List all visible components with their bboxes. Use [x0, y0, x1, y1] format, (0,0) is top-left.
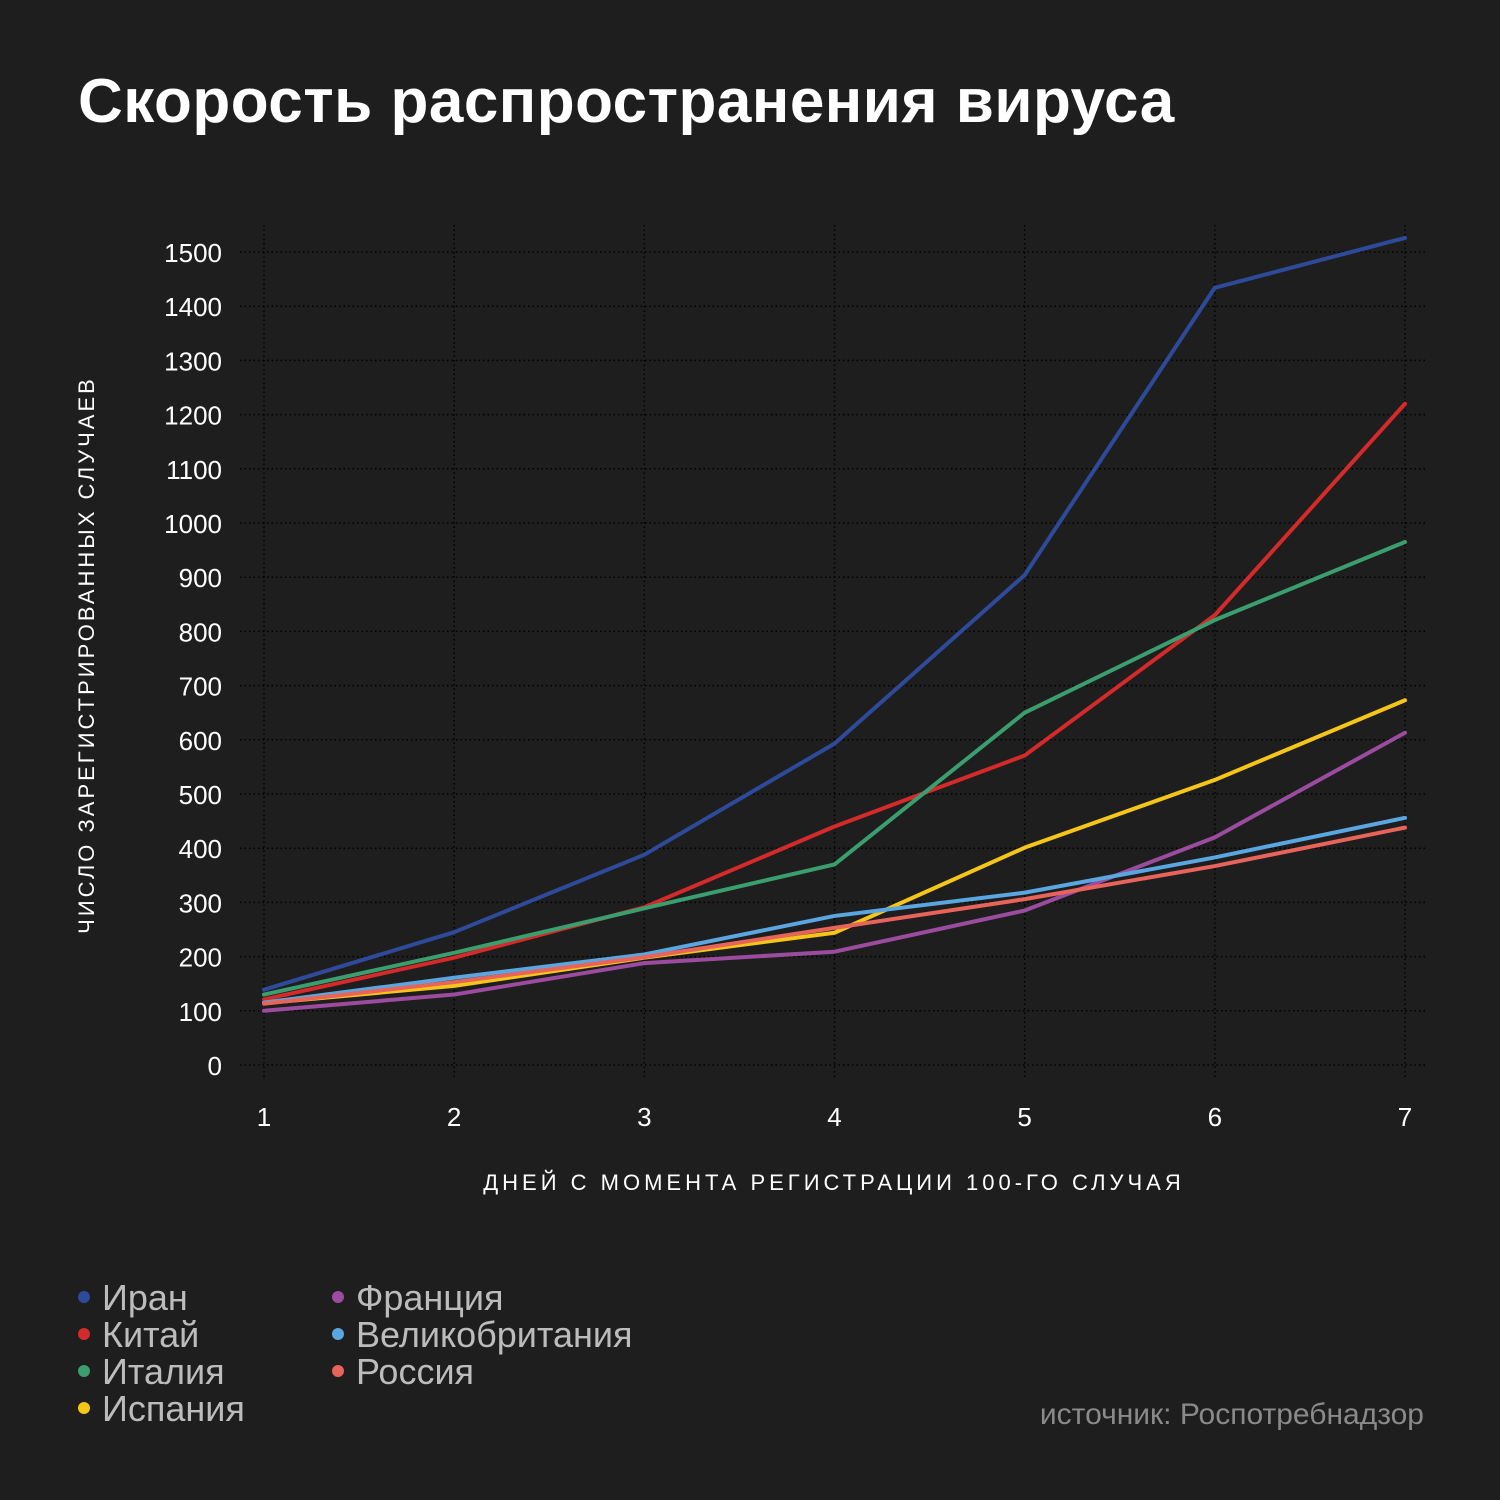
y-tick-label: 800	[179, 617, 222, 647]
y-tick-label: 600	[179, 726, 222, 756]
x-tick-label: 3	[637, 1102, 651, 1132]
legend-item: Италия	[78, 1352, 225, 1392]
y-tick-label: 1200	[164, 401, 222, 431]
legend-dot-icon	[332, 1291, 344, 1304]
legend-item: Иран	[78, 1278, 188, 1318]
y-tick-label: 100	[179, 997, 222, 1027]
legend-item: Россия	[332, 1352, 474, 1392]
legend-dot-icon	[332, 1328, 344, 1341]
x-tick-label: 2	[447, 1102, 461, 1132]
legend-dot-icon	[78, 1402, 90, 1415]
legend-label: Франция	[356, 1277, 504, 1318]
x-tick-label: 5	[1017, 1102, 1031, 1132]
y-tick-label: 900	[179, 563, 222, 593]
y-axis-label: ЧИСЛО ЗАРЕГИСТРИРОВАННЫХ СЛУЧАЕВ	[74, 376, 99, 934]
legend-label: Китай	[102, 1314, 200, 1355]
y-tick-label: 300	[179, 888, 222, 918]
series-line-2	[262, 539, 1407, 997]
y-tick-label: 0	[208, 1051, 222, 1081]
legend-label: Россия	[356, 1351, 475, 1392]
legend-dot-icon	[78, 1365, 90, 1378]
y-tick-label: 1400	[164, 292, 222, 322]
x-tick-label: 7	[1398, 1102, 1412, 1132]
y-tick-label: 1300	[164, 346, 222, 376]
x-axis-label: ДНЕЙ С МОМЕНТА РЕГИСТРАЦИИ 100-ГО СЛУЧАЯ	[483, 1170, 1185, 1195]
y-tick-label: 1000	[164, 509, 222, 539]
series-line-5	[262, 815, 1407, 1005]
series-line-6	[262, 825, 1407, 1006]
x-tick-label: 1	[257, 1102, 271, 1132]
legend-item: Китай	[78, 1315, 199, 1355]
y-tick-labels: 0 100 200 300 400 500 600 700 800 900 1000 1100 1200…	[164, 238, 222, 1081]
grid-layer	[240, 225, 1425, 1080]
series-line-0	[262, 235, 1407, 992]
x-tick-labels: 1 2 3 4 5 6 7	[257, 1102, 1412, 1132]
legend-label: Испания	[102, 1388, 245, 1429]
legend-dot-icon	[78, 1291, 90, 1304]
legend-dot-icon	[78, 1328, 90, 1341]
legend-item: Великобритания	[332, 1315, 632, 1355]
y-tick-label: 200	[179, 943, 222, 973]
legend-dot-icon	[332, 1365, 344, 1378]
legend-label: Италия	[102, 1351, 225, 1392]
legend-item: Испания	[78, 1389, 245, 1429]
source-note: источник: Роспотребнадзор	[1039, 1398, 1424, 1431]
legend-label: Великобритания	[356, 1314, 633, 1355]
series-lines	[262, 235, 1407, 1013]
y-tick-label: 1100	[166, 455, 222, 485]
legend-item: Франция	[332, 1278, 504, 1318]
y-tick-label: 1500	[164, 238, 222, 268]
series-line-4	[262, 730, 1407, 1013]
series-line-1	[262, 401, 1407, 1002]
y-tick-label: 700	[179, 672, 222, 702]
y-tick-label: 500	[179, 780, 222, 810]
x-tick-label: 4	[827, 1102, 841, 1132]
x-tick-label: 6	[1208, 1102, 1222, 1132]
y-tick-label: 400	[179, 834, 222, 864]
legend-label: Иран	[102, 1277, 188, 1318]
series-line-3	[262, 698, 1407, 1006]
page-title: Скорость распространения вируса	[78, 67, 1175, 136]
